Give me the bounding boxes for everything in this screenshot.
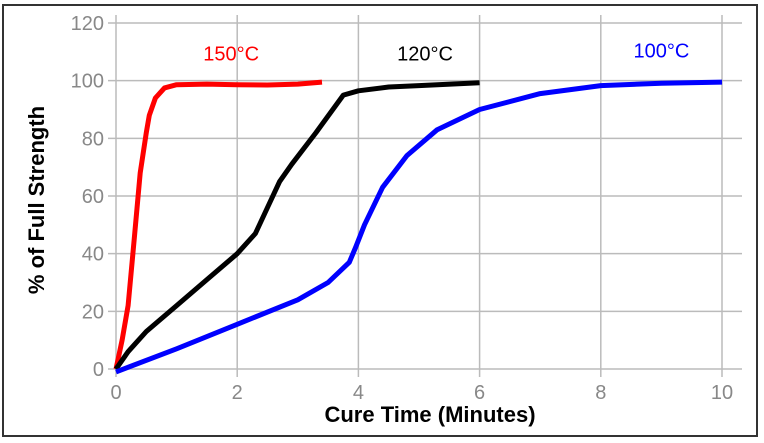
series-label: 150°C [203, 43, 259, 65]
y-tick-label: 80 [82, 128, 104, 150]
chart-frame [2, 4, 758, 437]
x-tick-label: 2 [232, 382, 243, 404]
series-lines [113, 79, 723, 375]
y-tick-label: 60 [82, 186, 104, 208]
y-axis-title: % of Full Strength [24, 106, 49, 294]
series-line-1 [113, 80, 480, 371]
x-tick-label: 0 [110, 382, 121, 404]
x-tick-label: 10 [711, 382, 733, 404]
y-tick-label: 40 [82, 244, 104, 266]
x-axis-title: Cure Time (Minutes) [324, 402, 535, 427]
y-tick-label: 120 [71, 13, 104, 35]
gridlines [108, 15, 742, 377]
x-tick-label: 4 [353, 382, 364, 404]
series-labels: 150°C 120°C 100°C [203, 41, 689, 66]
y-tick-label: 100 [71, 71, 104, 93]
y-tick-label: 20 [82, 301, 104, 323]
y-tick-label: 0 [93, 359, 104, 381]
series-label: 120°C [397, 43, 453, 65]
x-tick-label: 8 [595, 382, 606, 404]
x-tick-label: 6 [474, 382, 485, 404]
series-label: 100°C [633, 41, 689, 63]
series-line-2 [115, 79, 723, 375]
series-line-0 [113, 79, 323, 370]
